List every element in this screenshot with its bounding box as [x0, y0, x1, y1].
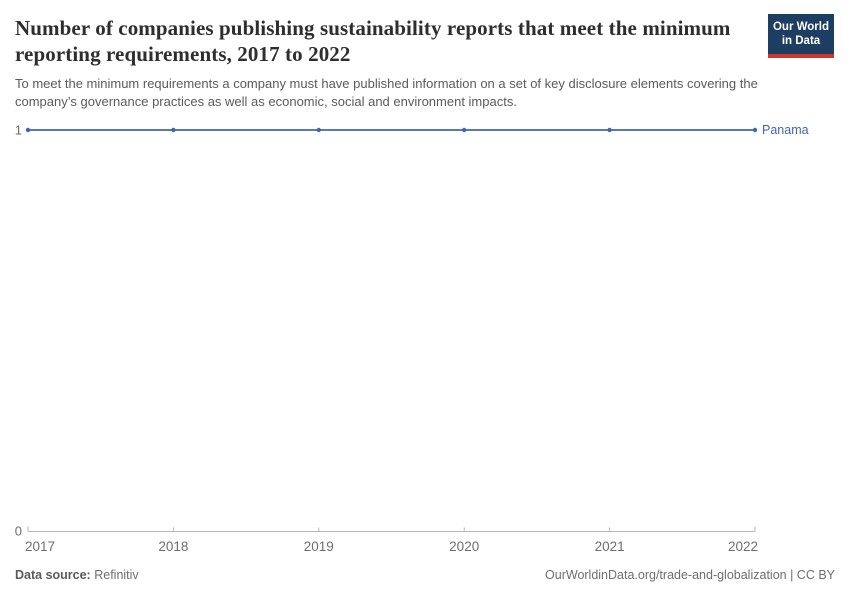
series-point[interactable] — [25, 127, 31, 133]
chart-footer: Data source: Refinitiv OurWorldinData.or… — [15, 568, 835, 582]
y-axis-tick-label: 1 — [15, 123, 22, 138]
chart-title: Number of companies publishing sustainab… — [15, 16, 731, 66]
owid-logo[interactable]: Our World in Data — [768, 14, 834, 58]
x-axis-tick-label: 2021 — [595, 539, 625, 554]
series-point[interactable] — [171, 127, 176, 133]
x-axis-tick-label: 2018 — [158, 539, 188, 554]
data-source-value: Refinitiv — [94, 568, 139, 582]
x-axis-tick-label: 2017 — [25, 539, 55, 554]
chart-header: Number of companies publishing sustainab… — [15, 15, 835, 111]
series-label-panama[interactable]: Panama — [762, 123, 809, 137]
series-point[interactable] — [607, 127, 612, 133]
x-axis-tick-label: 2020 — [449, 539, 479, 554]
x-axis-tick-label: 2019 — [304, 539, 334, 554]
series-point[interactable] — [316, 127, 321, 133]
owid-logo-text: Our World in Data — [772, 21, 829, 47]
citation: OurWorldinData.org/trade-and-globalizati… — [545, 568, 835, 582]
chart-subtitle: To meet the minimum requirements a compa… — [15, 76, 758, 109]
y-axis-tick-label: 0 — [15, 524, 22, 539]
x-axis-tick-label: 2022 — [728, 539, 758, 554]
series-point[interactable] — [462, 127, 467, 133]
data-source-label: Data source: — [15, 568, 91, 582]
data-source: Data source: Refinitiv — [15, 568, 139, 582]
series-point[interactable] — [752, 127, 758, 133]
